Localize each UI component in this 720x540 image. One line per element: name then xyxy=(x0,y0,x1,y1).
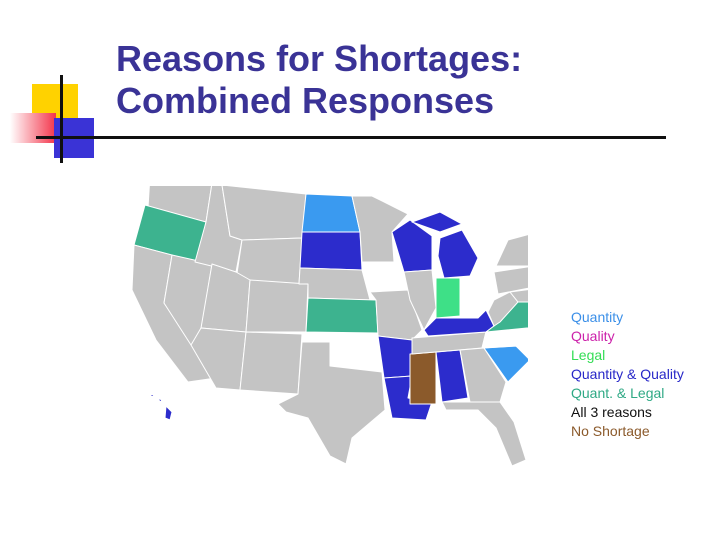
map-states xyxy=(131,186,528,467)
state-NM xyxy=(239,331,303,395)
slide-title-line-1: Reasons for Shortages: xyxy=(116,38,523,79)
map-legend: Quantity Quality Legal Quantity & Quality Qu… xyxy=(571,308,684,441)
state-MI-upper xyxy=(411,211,463,233)
legend-item: Quality xyxy=(571,328,615,344)
state-GA xyxy=(459,347,507,403)
state-AR xyxy=(377,335,413,379)
state-CO xyxy=(245,279,309,333)
state-ND xyxy=(301,193,361,233)
state-HI-island-2 xyxy=(157,397,163,403)
slide-title: Reasons for Shortages: Combined Response… xyxy=(116,38,522,122)
slide-title-line-2: Combined Responses xyxy=(116,80,495,121)
state-MN xyxy=(351,195,409,263)
state-SD xyxy=(299,231,363,271)
state-NE xyxy=(298,267,371,301)
legend-item: All 3 reasons xyxy=(571,404,652,420)
us-states-map xyxy=(131,186,528,467)
state-MT xyxy=(221,186,307,241)
legend-item: No Shortage xyxy=(571,423,650,439)
legend-item: Quant. & Legal xyxy=(571,385,665,401)
state-KS xyxy=(305,297,379,334)
state-PA xyxy=(493,266,528,295)
state-NY xyxy=(495,234,528,267)
state-IA xyxy=(361,261,409,293)
state-MI xyxy=(437,229,479,279)
state-WI xyxy=(391,219,433,273)
state-AZ xyxy=(190,327,247,391)
legend-item: Quantity & Quality xyxy=(571,366,684,382)
state-MD xyxy=(509,289,528,303)
state-HI-island-3 xyxy=(149,393,155,398)
state-MS xyxy=(409,351,437,405)
state-OH xyxy=(459,271,499,319)
state-FL xyxy=(441,401,527,467)
state-KY xyxy=(423,309,495,337)
state-IN xyxy=(435,277,461,319)
state-TX xyxy=(277,341,386,465)
legend-item: Quantity xyxy=(571,309,624,325)
decor-vertical-line xyxy=(60,75,63,163)
state-NC xyxy=(481,327,528,357)
legend-item: Legal xyxy=(571,347,606,363)
state-IL xyxy=(403,269,437,331)
state-HI xyxy=(164,405,173,421)
title-underline xyxy=(36,136,666,139)
